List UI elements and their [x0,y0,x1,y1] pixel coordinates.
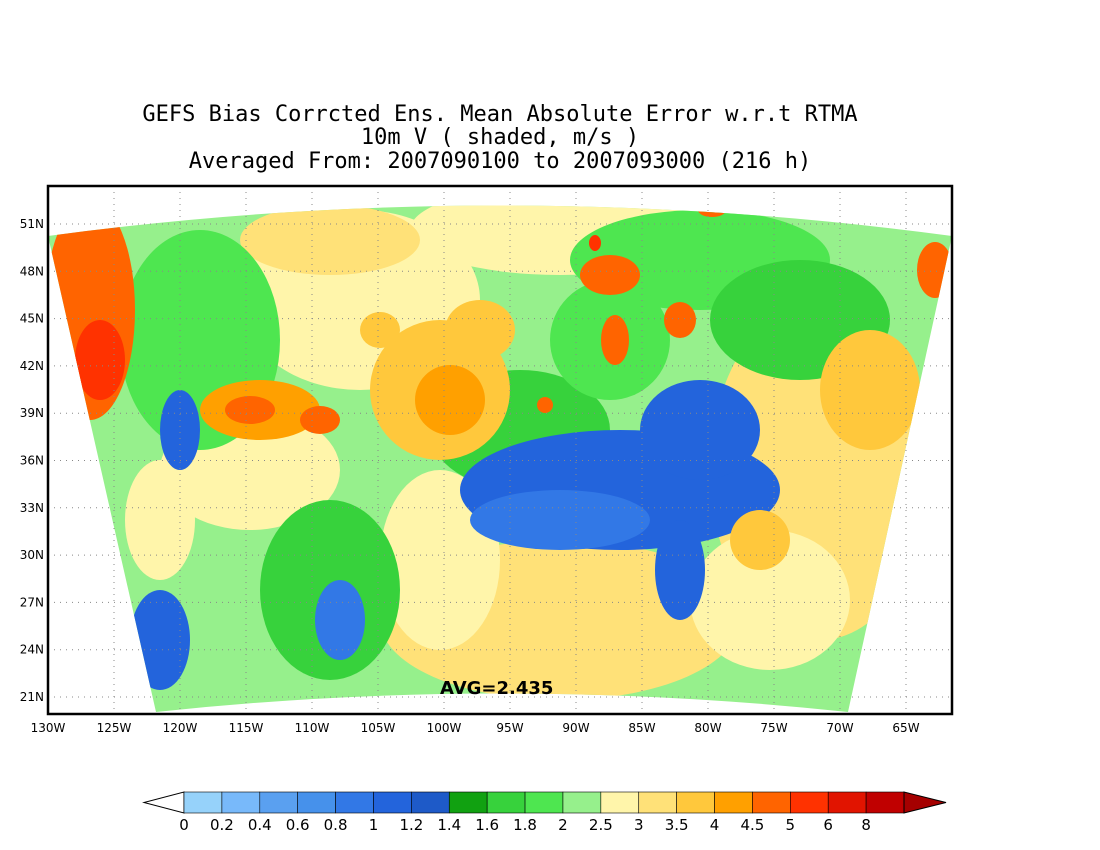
colorbar-label: 2 [558,816,568,834]
title-line-1: GEFS Bias Corrcted Ens. Mean Absolute Er… [142,102,858,127]
lat-tick-label: 27N [20,595,44,609]
lat-tick-label: 24N [20,643,44,657]
average-label: AVG=2.435 [440,678,553,699]
lon-tick-label: 95W [496,721,523,735]
lat-tick-label: 36N [20,454,44,468]
colorbar-label: 8 [861,816,871,834]
colorbar-label: 1.4 [437,816,461,834]
colorbar-label: 0 [179,816,189,834]
colorbar-label: 4 [710,816,720,834]
colorbar-swatch [448,791,488,814]
lat-tick-label: 30N [20,548,44,562]
colorbar-label: 6 [823,816,833,834]
colorbar-swatch [259,791,298,814]
colorbar-swatch [790,791,829,814]
colorbar-swatch [486,791,526,814]
colorbar-label: 1.6 [475,816,499,834]
colorbar-swatch [373,791,412,814]
lat-tick-label: 45N [20,312,44,326]
colorbar-label: 0.4 [248,816,272,834]
map-frame [46,184,954,716]
lat-tick-label: 42N [20,359,44,373]
lat-tick-label: 21N [20,690,44,704]
colorbar-swatch [827,791,867,814]
colorbar-label: 3.5 [665,816,689,834]
lon-tick-label: 110W [295,721,330,735]
colorbar-swatch [411,791,450,814]
lon-tick-label: 130W [31,721,66,735]
colorbar-swatch [638,791,677,814]
lon-tick-label: 70W [826,721,853,735]
colorbar-swatch [183,791,223,814]
colorbar-label: 0.8 [324,816,348,834]
colorbar-swatch [221,791,261,814]
lat-tick-label: 48N [20,264,44,278]
colorbar-over-arrow [903,791,947,814]
colorbar-swatch [865,791,905,814]
longitude-tick-labels: 130W 125W 120W 115W 110W 105W 100W 95W 90W 85W 80W… [31,721,920,735]
shaded-field [48,205,952,712]
colorbar-label: 0.6 [286,816,310,834]
lon-tick-label: 90W [562,721,589,735]
lat-tick-label: 51N [20,217,44,231]
colorbar-label: 3 [634,816,644,834]
colorbar-swatch [335,791,374,814]
latitude-tick-labels: 51N 48N 45N 42N 39N 36N 33N 30N 27N 24N 21N [20,217,44,704]
title-line-3: Averaged From: 2007090100 to 2007093000 … [188,149,812,174]
colorbar-swatch [600,791,640,814]
colorbar-label: 1 [369,816,379,834]
lon-tick-label: 125W [97,721,132,735]
lon-tick-label: 120W [163,721,198,735]
lon-tick-label: 100W [427,721,462,735]
colorbar-under-arrow [142,791,185,814]
title-line-2: 10m V ( shaded, m/s ) [360,125,640,150]
colorbar-swatch [714,791,753,814]
colorbar-label: 1.2 [399,816,423,834]
colorbar-label: 1.8 [513,816,537,834]
lon-tick-label: 85W [628,721,655,735]
colorbar-label: 0.2 [210,816,234,834]
lat-lon-grid [48,186,952,714]
lon-tick-label: 105W [361,721,396,735]
colorbar-swatch [297,791,336,814]
lon-tick-label: 75W [760,721,787,735]
lat-tick-label: 33N [20,501,44,515]
colorbar-swatch [562,791,602,814]
colorbar-label: 5 [786,816,796,834]
colorbar: 0 0.2 0.4 0.6 0.8 1 1.2 1.4 1.6 1.8 2 2.5 3 3.5 4 4.5 5 6… [142,791,947,834]
colorbar-swatch [752,791,791,814]
colorbar-swatch [524,791,564,814]
lon-tick-label: 115W [229,721,264,735]
colorbar-label: 2.5 [589,816,613,834]
colorbar-label: 4.5 [740,816,764,834]
lat-tick-label: 39N [20,406,44,420]
lon-tick-label: 80W [694,721,721,735]
colorbar-swatch [676,791,715,814]
lon-tick-label: 65W [892,721,919,735]
